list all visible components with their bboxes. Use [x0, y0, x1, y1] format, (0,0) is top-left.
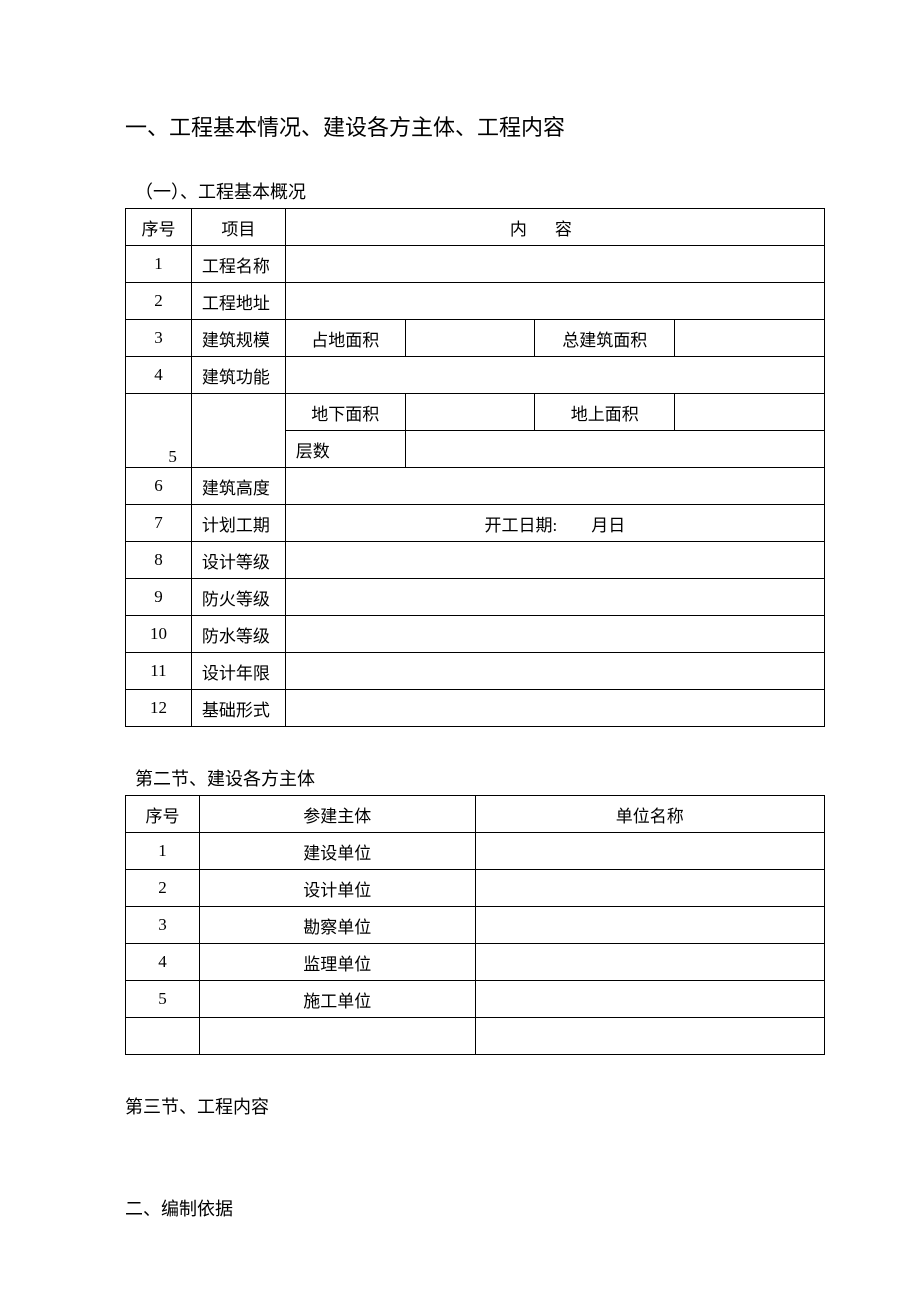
- table-row: 8 设计等级: [126, 542, 825, 579]
- cell-seq: 8: [126, 542, 192, 579]
- cell-seq: 11: [126, 653, 192, 690]
- cell-label: 占地面积: [285, 320, 405, 357]
- cell-content: [285, 542, 824, 579]
- cell-seq: 5: [126, 981, 200, 1018]
- section2-title: 第二节、建设各方主体: [135, 765, 830, 791]
- cell-seq: 7: [126, 505, 192, 542]
- cell-item: 建筑功能: [191, 357, 285, 394]
- cell-seq: 4: [126, 944, 200, 981]
- table-row: 2 设计单位: [126, 870, 825, 907]
- cell-label: 地下面积: [285, 394, 405, 431]
- cell-seq: 1: [126, 246, 192, 283]
- table-row: 序号 项目 内容: [126, 209, 825, 246]
- cell-content: [285, 246, 824, 283]
- cell-value: [405, 431, 824, 468]
- cell-name: [475, 981, 824, 1018]
- cell-name: [475, 1018, 824, 1055]
- document-page: 一、工程基本情况、建设各方主体、工程内容 （一）、工程基本概况 序号 项目 内容…: [0, 0, 920, 1301]
- table-row: 3 勘察单位: [126, 907, 825, 944]
- cell-body: 勘察单位: [199, 907, 475, 944]
- col-name-header: 单位名称: [475, 796, 824, 833]
- col-body-header: 参建主体: [199, 796, 475, 833]
- cell-body: 监理单位: [199, 944, 475, 981]
- table-row: 6 建筑高度: [126, 468, 825, 505]
- col-seq-header: 序号: [126, 209, 192, 246]
- table-construction-parties: 序号 参建主体 单位名称 1 建设单位 2 设计单位 3 勘察单位 4 监理单位…: [125, 795, 825, 1055]
- cell-seq: 3: [126, 907, 200, 944]
- cell-content: [285, 616, 824, 653]
- table-row: 9 防火等级: [126, 579, 825, 616]
- cell-seq: 1: [126, 833, 200, 870]
- cell-item: 基础形式: [191, 690, 285, 727]
- table-row: 1 建设单位: [126, 833, 825, 870]
- section1-title: （一）、工程基本概况: [135, 178, 830, 204]
- cell-content: [285, 653, 824, 690]
- table-row: 2 工程地址: [126, 283, 825, 320]
- table-row: 10 防水等级: [126, 616, 825, 653]
- cell-body: 设计单位: [199, 870, 475, 907]
- cell-body: [199, 1018, 475, 1055]
- heading-1: 一、工程基本情况、建设各方主体、工程内容: [125, 110, 830, 142]
- cell-body: 施工单位: [199, 981, 475, 1018]
- cell-item: 设计等级: [191, 542, 285, 579]
- cell-content: 开工日期: 月日: [285, 505, 824, 542]
- cell-item: [191, 394, 285, 468]
- cell-label: 地上面积: [535, 394, 675, 431]
- cell-item: 建筑规模: [191, 320, 285, 357]
- cell-item: 设计年限: [191, 653, 285, 690]
- table-row: 序号 参建主体 单位名称: [126, 796, 825, 833]
- cell-seq: 6: [126, 468, 192, 505]
- cell-value: [675, 394, 825, 431]
- table-row: 5 施工单位: [126, 981, 825, 1018]
- cell-body: 建设单位: [199, 833, 475, 870]
- cell-content: [285, 283, 824, 320]
- col-content-header: 内容: [285, 209, 824, 246]
- table-row: 11 设计年限: [126, 653, 825, 690]
- cell-name: [475, 944, 824, 981]
- cell-value: [405, 320, 535, 357]
- cell-seq: 3: [126, 320, 192, 357]
- cell-name: [475, 833, 824, 870]
- cell-content: [285, 579, 824, 616]
- cell-label: 层数: [285, 431, 405, 468]
- table-row: [126, 1018, 825, 1055]
- cell-item: 计划工期: [191, 505, 285, 542]
- cell-seq: 2: [126, 283, 192, 320]
- cell-seq: 9: [126, 579, 192, 616]
- cell-content: [285, 690, 824, 727]
- table-row: 5 地下面积 地上面积: [126, 394, 825, 431]
- cell-seq: 2: [126, 870, 200, 907]
- heading-2: 二、编制依据: [125, 1195, 830, 1221]
- cell-seq: 4: [126, 357, 192, 394]
- col-seq-header: 序号: [126, 796, 200, 833]
- table-row: 4 建筑功能: [126, 357, 825, 394]
- cell-seq: 5: [126, 394, 192, 468]
- cell-item: 防火等级: [191, 579, 285, 616]
- table-row: 4 监理单位: [126, 944, 825, 981]
- cell-item: 防水等级: [191, 616, 285, 653]
- section3-title: 第三节、工程内容: [125, 1093, 830, 1119]
- cell-seq: 10: [126, 616, 192, 653]
- cell-item: 工程地址: [191, 283, 285, 320]
- cell-name: [475, 870, 824, 907]
- table-row: 3 建筑规模 占地面积 总建筑面积: [126, 320, 825, 357]
- cell-label: 总建筑面积: [535, 320, 675, 357]
- cell-item: 建筑高度: [191, 468, 285, 505]
- col-item-header: 项目: [191, 209, 285, 246]
- table-row: 1 工程名称: [126, 246, 825, 283]
- cell-seq: 12: [126, 690, 192, 727]
- table-row: 7 计划工期 开工日期: 月日: [126, 505, 825, 542]
- cell-item: 工程名称: [191, 246, 285, 283]
- cell-content: [285, 468, 824, 505]
- table-project-overview: 序号 项目 内容 1 工程名称 2 工程地址 3 建筑规模 占地面积 总建筑面积…: [125, 208, 825, 727]
- cell-value: [675, 320, 825, 357]
- cell-value: [405, 394, 535, 431]
- cell-content: [285, 357, 824, 394]
- cell-seq: [126, 1018, 200, 1055]
- table-row: 12 基础形式: [126, 690, 825, 727]
- cell-name: [475, 907, 824, 944]
